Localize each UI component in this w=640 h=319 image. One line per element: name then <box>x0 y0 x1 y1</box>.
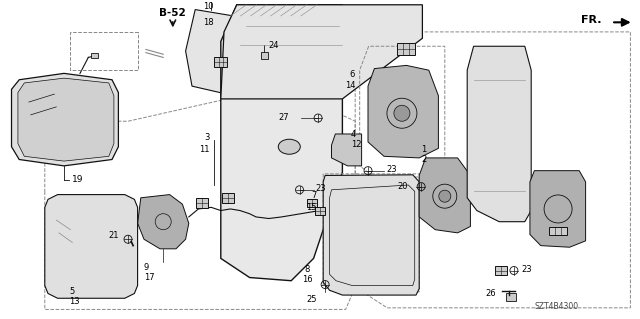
Text: 19: 19 <box>72 175 83 184</box>
Text: FR.: FR. <box>581 15 602 25</box>
Bar <box>214 57 227 67</box>
Text: 15: 15 <box>307 203 317 211</box>
Polygon shape <box>18 78 114 161</box>
Text: 23: 23 <box>386 165 397 174</box>
Text: 2: 2 <box>421 155 426 164</box>
Text: 9: 9 <box>144 263 149 272</box>
Polygon shape <box>12 73 118 166</box>
Circle shape <box>439 190 451 202</box>
Text: 12: 12 <box>351 140 361 149</box>
Text: B-52: B-52 <box>159 8 186 18</box>
Text: 26: 26 <box>485 289 496 298</box>
Bar <box>315 206 325 215</box>
Ellipse shape <box>278 139 300 154</box>
Text: 17: 17 <box>144 273 155 282</box>
Text: 23: 23 <box>316 184 326 193</box>
Text: 8: 8 <box>305 265 310 274</box>
Bar <box>495 266 507 275</box>
Text: SZT4B4300: SZT4B4300 <box>535 302 579 311</box>
Text: 20: 20 <box>397 182 408 191</box>
Text: 4: 4 <box>351 130 356 139</box>
Bar <box>261 52 268 59</box>
Text: 11: 11 <box>200 145 210 154</box>
Polygon shape <box>221 5 342 281</box>
Text: 13: 13 <box>69 297 80 306</box>
Polygon shape <box>368 65 438 158</box>
Text: 7: 7 <box>312 191 317 200</box>
Polygon shape <box>138 195 189 249</box>
Text: 10: 10 <box>204 2 214 11</box>
Bar <box>92 53 98 58</box>
Bar <box>397 43 415 56</box>
Bar <box>506 293 516 301</box>
Text: 24: 24 <box>269 41 279 50</box>
Polygon shape <box>467 46 531 222</box>
Text: 27: 27 <box>278 113 289 122</box>
Text: 3: 3 <box>205 133 210 142</box>
Text: 5: 5 <box>69 287 74 296</box>
Polygon shape <box>332 134 362 166</box>
Text: 18: 18 <box>204 18 214 26</box>
Text: 14: 14 <box>345 81 355 90</box>
Bar <box>196 197 207 208</box>
Polygon shape <box>419 158 470 233</box>
Polygon shape <box>186 10 253 96</box>
Polygon shape <box>530 171 586 247</box>
Bar <box>307 198 317 207</box>
Bar <box>549 227 567 235</box>
Polygon shape <box>45 195 138 298</box>
Polygon shape <box>221 5 422 99</box>
Bar <box>223 193 234 204</box>
Polygon shape <box>323 175 419 295</box>
Text: 21: 21 <box>108 231 118 240</box>
Text: 6: 6 <box>350 70 355 79</box>
Text: 1: 1 <box>421 145 426 154</box>
Text: 23: 23 <box>522 265 532 274</box>
Text: 25: 25 <box>307 295 317 304</box>
Bar <box>70 32 138 70</box>
Circle shape <box>394 105 410 121</box>
Text: 16: 16 <box>302 275 312 284</box>
